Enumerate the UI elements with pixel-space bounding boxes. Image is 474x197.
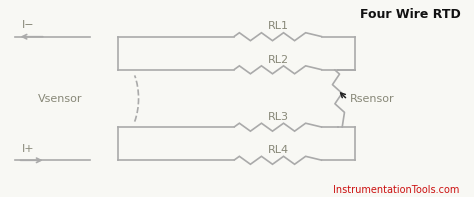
Text: I−: I− [22, 20, 35, 30]
Text: Rsensor: Rsensor [350, 94, 395, 103]
Text: I+: I+ [22, 144, 35, 154]
Text: RL2: RL2 [267, 55, 289, 64]
Text: InstrumentationTools.com: InstrumentationTools.com [333, 185, 459, 195]
Text: Four Wire RTD: Four Wire RTD [360, 8, 461, 21]
Text: RL3: RL3 [267, 112, 289, 122]
Text: Vsensor: Vsensor [38, 94, 83, 103]
Text: RL1: RL1 [267, 21, 289, 31]
Text: RL4: RL4 [267, 145, 289, 155]
